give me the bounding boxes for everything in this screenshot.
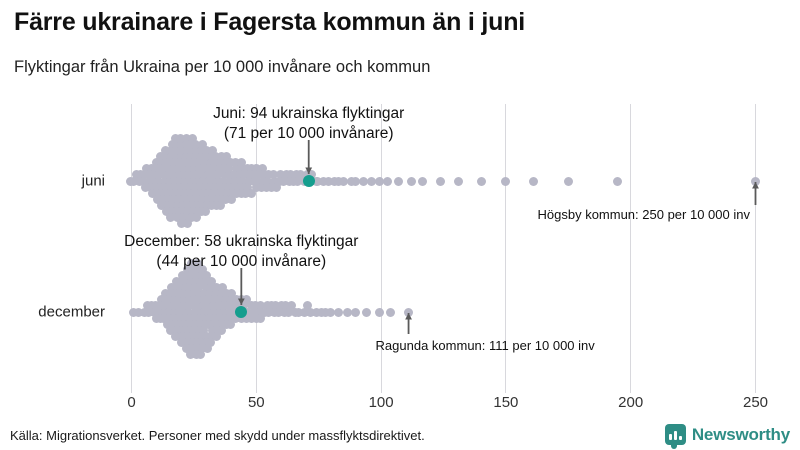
gridline-250 xyxy=(755,104,756,393)
newsworthy-logo: Newsworthy xyxy=(664,424,790,449)
x-tick-label-100: 100 xyxy=(368,394,394,411)
chart-subtitle: Flyktingar från Ukraina per 10 000 invån… xyxy=(14,58,431,76)
x-tick-label-0: 0 xyxy=(127,394,136,411)
annotation-december-highlight: December: 58 ukrainska flyktingar (44 pe… xyxy=(101,232,381,272)
annotation-december-line1: December: 58 ukrainska flyktingar xyxy=(124,233,359,250)
arrow-juni-highlight xyxy=(305,140,313,174)
y-category-label-december: december xyxy=(38,303,105,321)
x-tick-label-50: 50 xyxy=(247,394,265,411)
annotation-december-line2: (44 per 10 000 invånare) xyxy=(156,252,327,270)
annotation-juni-line1: Juni: 94 ukrainska flyktingar xyxy=(213,105,405,122)
arrow-ragunda xyxy=(405,313,412,334)
annotation-juni-line2: (71 per 10 000 invånare) xyxy=(223,124,394,142)
x-tick-label-250: 250 xyxy=(742,394,769,411)
y-category-label-juni: juni xyxy=(81,172,105,190)
source-note: Källa: Migrationsverket. Personer med sk… xyxy=(10,428,425,443)
annotation-juni-highlight: Juni: 94 ukrainska flyktingar (71 per 10… xyxy=(169,104,449,144)
gridline-150 xyxy=(505,104,507,393)
x-tick-label-150: 150 xyxy=(493,394,519,411)
gridline-0 xyxy=(131,104,132,393)
annotation-hogsby: Högsby kommun: 250 per 10 000 inv xyxy=(537,207,750,222)
page-title: Färre ukrainare i Fagersta kommun än i j… xyxy=(14,8,526,36)
annotation-ragunda: Ragunda kommun: 111 per 10 000 inv xyxy=(375,338,595,353)
gridline-200 xyxy=(630,104,632,393)
gridline-50 xyxy=(255,104,257,393)
newsworthy-logo-text: Newsworthy xyxy=(691,424,790,444)
arrow-hogsby xyxy=(752,182,759,205)
arrow-december-highlight xyxy=(237,268,245,305)
bar-chart-icon xyxy=(664,424,686,449)
gridline-100 xyxy=(380,104,382,393)
x-tick-label-200: 200 xyxy=(618,394,644,411)
